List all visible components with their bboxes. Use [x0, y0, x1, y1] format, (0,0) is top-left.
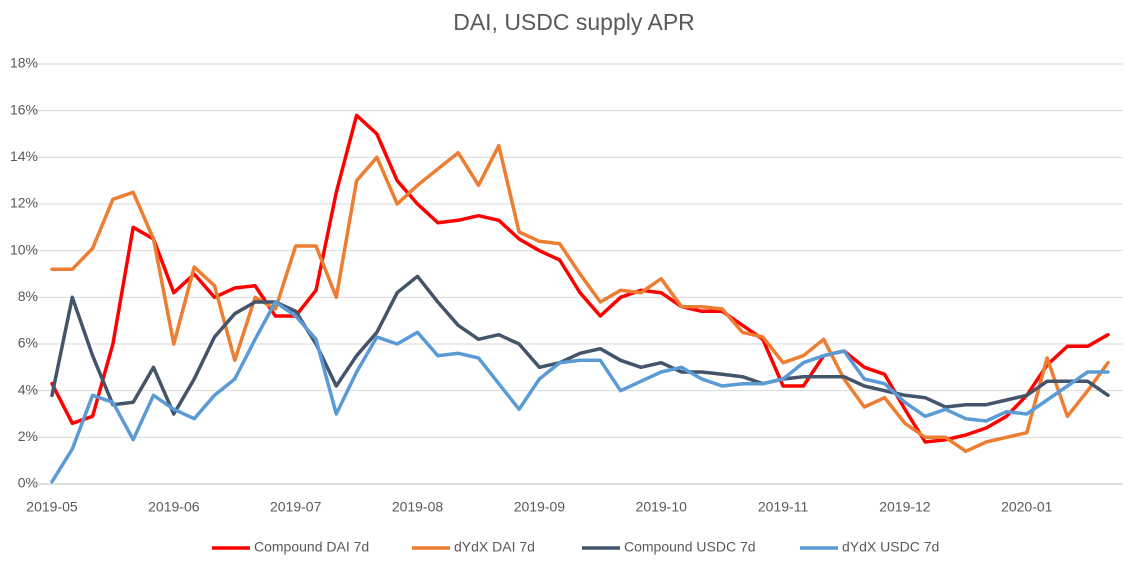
y-tick-label: 18%	[10, 55, 38, 71]
y-tick-label: 8%	[18, 288, 38, 304]
y-tick-label: 6%	[18, 335, 38, 351]
y-tick-label: 2%	[18, 428, 38, 444]
x-tick-label: 2019-11	[758, 499, 809, 515]
series-line	[50, 143, 1110, 454]
legend-label: Compound DAI 7d	[254, 539, 369, 555]
legend-label: dYdX USDC 7d	[842, 539, 939, 555]
series-line	[50, 300, 1110, 484]
y-tick-label: 0%	[18, 475, 38, 491]
y-tick-label: 12%	[10, 195, 38, 211]
x-tick-label: 2020-01	[1001, 499, 1053, 515]
y-tick-label: 4%	[18, 381, 38, 397]
y-tick-label: 14%	[10, 148, 38, 164]
x-tick-label: 2019-05	[26, 499, 78, 515]
x-tick-label: 2019-06	[148, 499, 200, 515]
y-tick-label: 10%	[10, 241, 38, 257]
x-tick-label: 2019-10	[636, 499, 688, 515]
series-line	[50, 113, 1110, 444]
x-tick-label: 2019-09	[514, 499, 566, 515]
series-line	[50, 274, 1110, 416]
chart-title: DAI, USDC supply APR	[453, 9, 695, 35]
x-tick-label: 2019-07	[270, 499, 322, 515]
legend-label: Compound USDC 7d	[624, 539, 756, 555]
x-tick-label: 2019-08	[392, 499, 444, 515]
legend-label: dYdX DAI 7d	[454, 539, 535, 555]
x-tick-label: 2019-12	[879, 499, 931, 515]
y-tick-label: 16%	[10, 101, 38, 117]
